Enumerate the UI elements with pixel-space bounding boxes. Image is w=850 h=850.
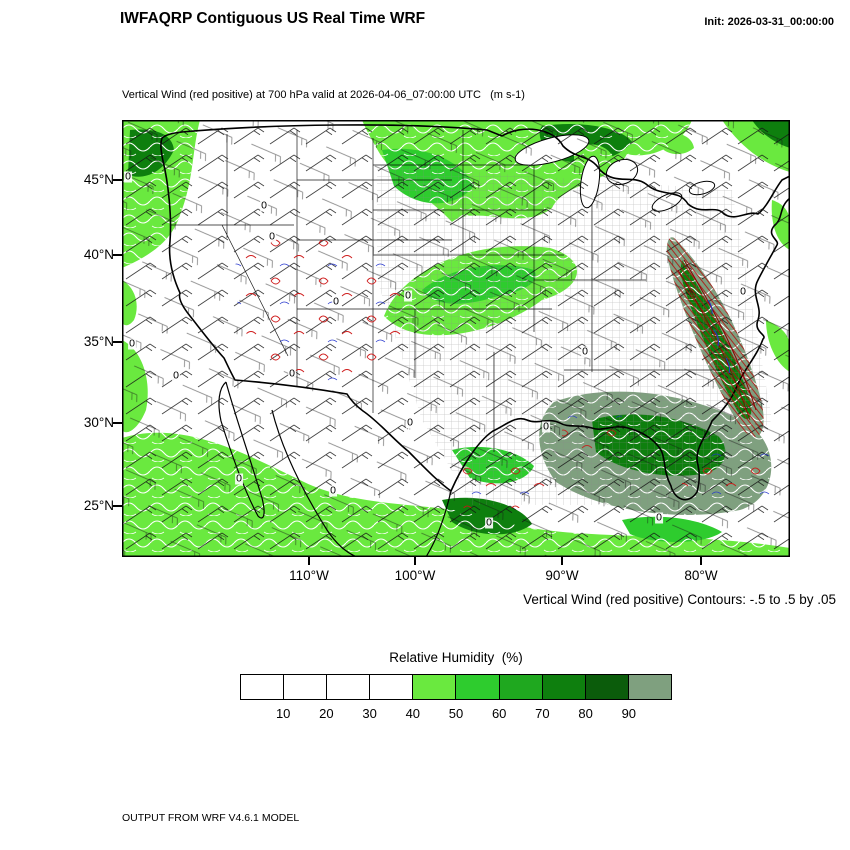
- x-axis-label-110w: 110°W: [289, 568, 329, 583]
- y-axis-label-40n: 40°N: [83, 247, 114, 262]
- y-axis-tick: [113, 422, 122, 424]
- y-axis-label-45n: 45°N: [83, 172, 114, 187]
- x-axis-label-80w: 80°W: [684, 568, 718, 583]
- colorbar-cell: [327, 675, 371, 699]
- contour-zero-label: 0: [485, 516, 493, 529]
- colorbar-tick-label: 50: [448, 706, 464, 721]
- colorbar-tick-label: 90: [621, 706, 637, 721]
- map-plot: [122, 120, 790, 557]
- contour-zero-label: 0: [581, 345, 589, 358]
- colorbar-cell: [456, 675, 500, 699]
- contour-zero-label: 0: [329, 484, 337, 497]
- contour-range-caption: Vertical Wind (red positive) Contours: -…: [523, 592, 836, 607]
- y-axis-tick: [113, 341, 122, 343]
- vertical-wind-contours: [234, 236, 772, 508]
- contour-zero-label: 0: [268, 230, 276, 243]
- colorbar-ticks: 10 20 30 40 50 60 70 80 90: [240, 706, 672, 724]
- contour-zero-label: 0: [128, 337, 136, 350]
- x-axis-tick: [700, 557, 702, 565]
- init-time: Init: 2026-03-31_00:00:00: [704, 16, 834, 28]
- y-axis-tick: [113, 505, 122, 507]
- colorbar-cell: [241, 675, 285, 699]
- subtitle-line-1: Vertical Wind (red positive) at 700 hPa …: [122, 89, 525, 101]
- contour-zero-label: 0: [406, 416, 414, 429]
- x-axis-label-100w: 100°W: [394, 568, 436, 583]
- colorbar-cell: [628, 675, 671, 699]
- colorbar-tick-label: 60: [491, 706, 507, 721]
- colorbar-cell: [370, 675, 414, 699]
- y-axis-tick: [113, 179, 122, 181]
- contour-zero-label: 0: [332, 295, 340, 308]
- contour-zero-label: 0: [542, 420, 550, 433]
- colorbar-tick-label: 30: [362, 706, 377, 721]
- colorbar-cell: [542, 675, 586, 699]
- contour-zero-label: 0: [124, 170, 132, 183]
- colorbar-cell: [585, 675, 629, 699]
- contour-zero-label: 0: [739, 285, 747, 298]
- plot-border: [122, 120, 790, 557]
- footer-block: OUTPUT FROM WRF V4.6.1 MODEL WE = 580 ; …: [122, 786, 535, 850]
- page-title: IWFAQRP Contiguous US Real Time WRF: [120, 10, 426, 27]
- y-axis-label-25n: 25°N: [83, 498, 114, 513]
- contour-zero-label: 0: [404, 289, 412, 302]
- colorbar-cell: [413, 675, 457, 699]
- contour-zero-label: 0: [288, 367, 296, 380]
- contour-zero-label: 0: [172, 369, 180, 382]
- footer-model-line: OUTPUT FROM WRF V4.6.1 MODEL: [122, 812, 300, 824]
- y-axis-label-30n: 30°N: [83, 415, 114, 430]
- contour-zero-label: 0: [655, 511, 663, 524]
- x-axis-tick: [561, 557, 563, 565]
- colorbar-tick-label: 40: [405, 706, 421, 721]
- colorbar-cell: [499, 675, 543, 699]
- colorbar-title: Relative Humidity (%): [389, 650, 523, 665]
- x-axis-tick: [308, 557, 310, 565]
- colorbar-cells: [240, 674, 672, 700]
- map-area: 0 0 0 0 0 0 0 0 0 0 0 0 0 0 0 0: [122, 120, 790, 557]
- colorbar-tick-label: 70: [535, 706, 550, 721]
- contour-zero-label: 0: [260, 199, 268, 212]
- contour-zero-label: 0: [235, 472, 243, 485]
- y-axis-tick: [113, 254, 122, 256]
- colorbar-tick-label: 80: [578, 706, 593, 721]
- colorbar-tick-label: 10: [275, 706, 291, 721]
- x-axis-tick: [414, 557, 416, 565]
- y-axis-label-35n: 35°N: [83, 334, 114, 349]
- x-axis-label-90w: 90°W: [545, 568, 579, 583]
- colorbar-tick-label: 20: [319, 706, 334, 721]
- colorbar-cell: [284, 675, 328, 699]
